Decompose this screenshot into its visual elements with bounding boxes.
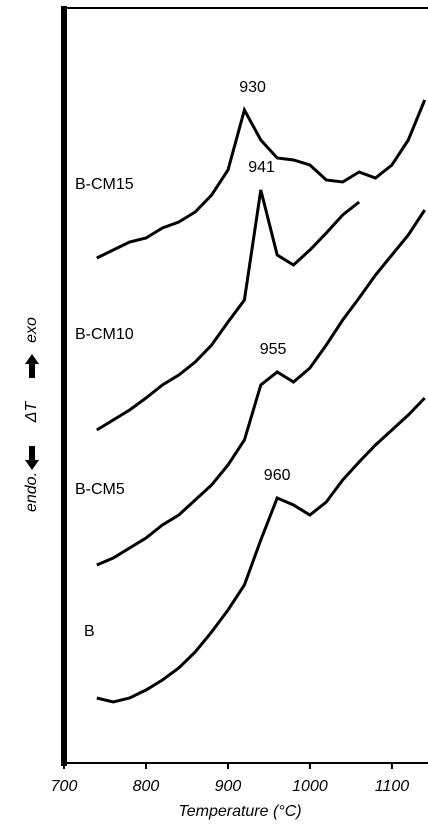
curve: [96, 209, 426, 567]
series-label: B-CM15: [75, 176, 134, 193]
peak-label: 930: [239, 79, 266, 96]
x-tick-label: 800: [133, 778, 160, 795]
curve: [96, 99, 427, 260]
x-tick-label: 1100: [375, 778, 410, 795]
y-label-exo: exo: [23, 317, 40, 343]
x-tick-label: 1000: [292, 778, 328, 795]
series-label: B-CM10: [75, 326, 134, 343]
series-label: B-CM5: [75, 481, 125, 498]
arrow-down: [25, 446, 39, 470]
y-label-delta: ΔT: [23, 401, 40, 424]
peak-label: 941: [248, 159, 275, 176]
y-axis-title: endo. ΔT exo: [23, 317, 40, 512]
x-tick-label: 700: [51, 778, 78, 795]
series-label: B: [84, 623, 95, 640]
peak-label: 955: [260, 341, 287, 358]
curve: [96, 396, 426, 704]
x-axis-title: Temperature (°C): [178, 803, 301, 820]
curve: [96, 189, 361, 432]
y-label-endo: endo.: [23, 472, 40, 512]
arrow-up: [25, 354, 39, 378]
x-tick-label: 900: [215, 778, 242, 795]
peak-label: 960: [264, 467, 291, 484]
